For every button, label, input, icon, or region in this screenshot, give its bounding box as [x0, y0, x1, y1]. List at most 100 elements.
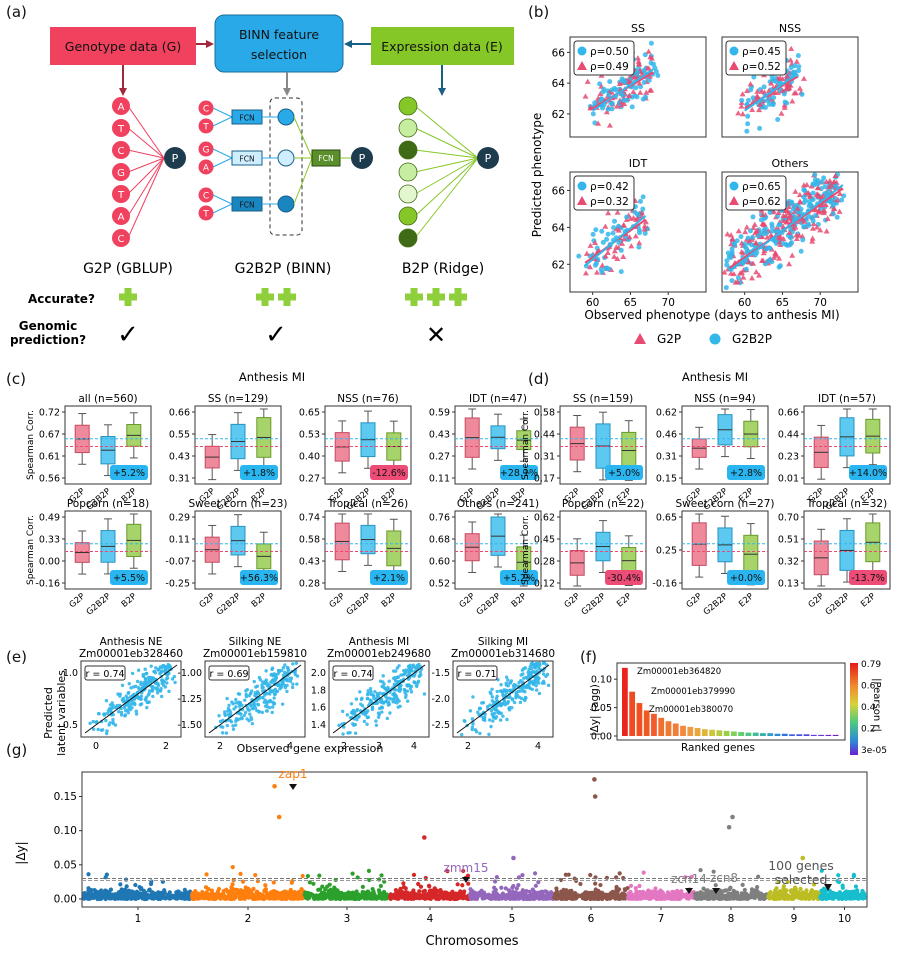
- g-peak-point: [276, 814, 282, 820]
- g-point: [609, 895, 614, 900]
- g-point: [290, 879, 295, 884]
- g-point: [593, 881, 598, 886]
- b-point-g2b2p: [841, 193, 847, 199]
- g-point: [660, 892, 666, 897]
- b-point-g2p: [786, 229, 793, 235]
- g-point: [276, 891, 281, 896]
- e-point: [508, 689, 513, 693]
- e-point: [365, 692, 370, 697]
- e-point: [499, 689, 503, 693]
- g-point: [401, 881, 406, 886]
- g-point: [520, 872, 525, 878]
- b-point-g2p: [582, 93, 589, 99]
- panel_c-xtick-label: G2B2P: [215, 592, 243, 618]
- e-point: [141, 674, 146, 678]
- b-rho-g2p-marker: [577, 196, 587, 205]
- e-point: [414, 684, 419, 688]
- b-point-g2b2p: [724, 262, 730, 268]
- b2p-gene-node: [398, 140, 418, 160]
- binn-box: [214, 14, 344, 73]
- b-fit-g2b2p: [592, 68, 654, 112]
- e-point: [91, 719, 95, 724]
- b-rho-g2p: ρ=0.32: [590, 196, 629, 208]
- g-point: [514, 886, 519, 891]
- e-identity-line: [456, 664, 550, 734]
- b-point-g2p: [744, 87, 751, 93]
- g-point: [178, 895, 183, 901]
- b-point-g2b2p: [640, 194, 646, 200]
- e-point: [155, 688, 159, 692]
- b-point-g2b2p: [806, 203, 812, 209]
- b-point-g2p: [836, 208, 843, 214]
- g2p-snp-label: A: [118, 212, 125, 223]
- panel-letter-a: (a): [6, 3, 27, 21]
- e-point: [398, 704, 402, 708]
- g-point: [633, 890, 639, 896]
- b-point-g2p: [784, 74, 791, 80]
- b-point-g2b2p: [750, 95, 756, 101]
- e-point: [398, 689, 402, 693]
- g-point: [641, 889, 646, 894]
- e-point: [147, 700, 151, 704]
- b2p-output-label: P: [485, 152, 492, 165]
- e-point: [511, 684, 516, 688]
- e-point: [349, 702, 354, 706]
- g-point: [367, 877, 372, 883]
- b-point-g2p: [728, 232, 735, 238]
- panel_d-subplot-title: Popcorn (n=22): [562, 498, 644, 510]
- e-point: [117, 709, 121, 714]
- e-point: [101, 728, 105, 732]
- g-point: [149, 879, 154, 884]
- b-rho-g2p: ρ=0.52: [742, 61, 781, 73]
- g-point: [279, 890, 285, 896]
- g2b2p-fcn-label: FCN: [239, 201, 254, 210]
- b-point-g2b2p: [761, 84, 767, 90]
- b-point-g2b2p: [761, 231, 767, 237]
- e-point: [228, 711, 233, 715]
- panel_c-change-badge-label: -12.6%: [372, 468, 406, 479]
- g2p-snp-label: C: [118, 234, 125, 245]
- e-point: [288, 679, 293, 684]
- g-point: [350, 871, 355, 876]
- g2p-edge: [127, 157, 165, 195]
- g-point: [127, 893, 132, 898]
- g-point: [537, 892, 542, 897]
- e-point: [369, 689, 373, 694]
- e-point: [110, 701, 114, 705]
- b-point-g2b2p: [819, 179, 825, 185]
- accurate-plus-icon: [283, 288, 291, 306]
- g-point: [722, 896, 727, 901]
- d-header: Anthesis MI: [682, 370, 748, 384]
- e-point: [495, 689, 499, 694]
- e-point: [405, 673, 410, 678]
- g-peak-point: [592, 777, 597, 782]
- b-point-g2p: [758, 88, 765, 94]
- e-point: [366, 689, 370, 693]
- e-point: [135, 679, 140, 684]
- f-bar: [818, 734, 824, 736]
- b-point-g2p: [621, 236, 628, 242]
- b-point-g2b2p: [750, 214, 756, 220]
- genotype-box: [50, 27, 196, 65]
- e-point: [113, 723, 118, 727]
- e-point: [355, 709, 359, 713]
- e-point: [537, 691, 542, 696]
- g-point: [533, 895, 539, 900]
- e-point: [252, 703, 257, 708]
- g-point: [563, 895, 568, 900]
- panel-letter-c: (c): [6, 370, 26, 388]
- e-point: [416, 679, 421, 684]
- g-point: [307, 880, 312, 885]
- panel_c-ytick-label: -0.25: [165, 579, 190, 590]
- panel_d-change-badge: [849, 465, 887, 480]
- panel_d-change-badge-label: +5.0%: [608, 468, 640, 479]
- e-point: [156, 668, 160, 672]
- g-point: [730, 893, 735, 899]
- b-point-g2b2p: [798, 248, 804, 254]
- e-point: [489, 692, 493, 696]
- e-point: [143, 683, 148, 688]
- e-point: [529, 667, 533, 671]
- g-point: [742, 887, 747, 893]
- e-point: [123, 713, 127, 717]
- f-gene-label: Zm00001eb364820: [637, 667, 721, 677]
